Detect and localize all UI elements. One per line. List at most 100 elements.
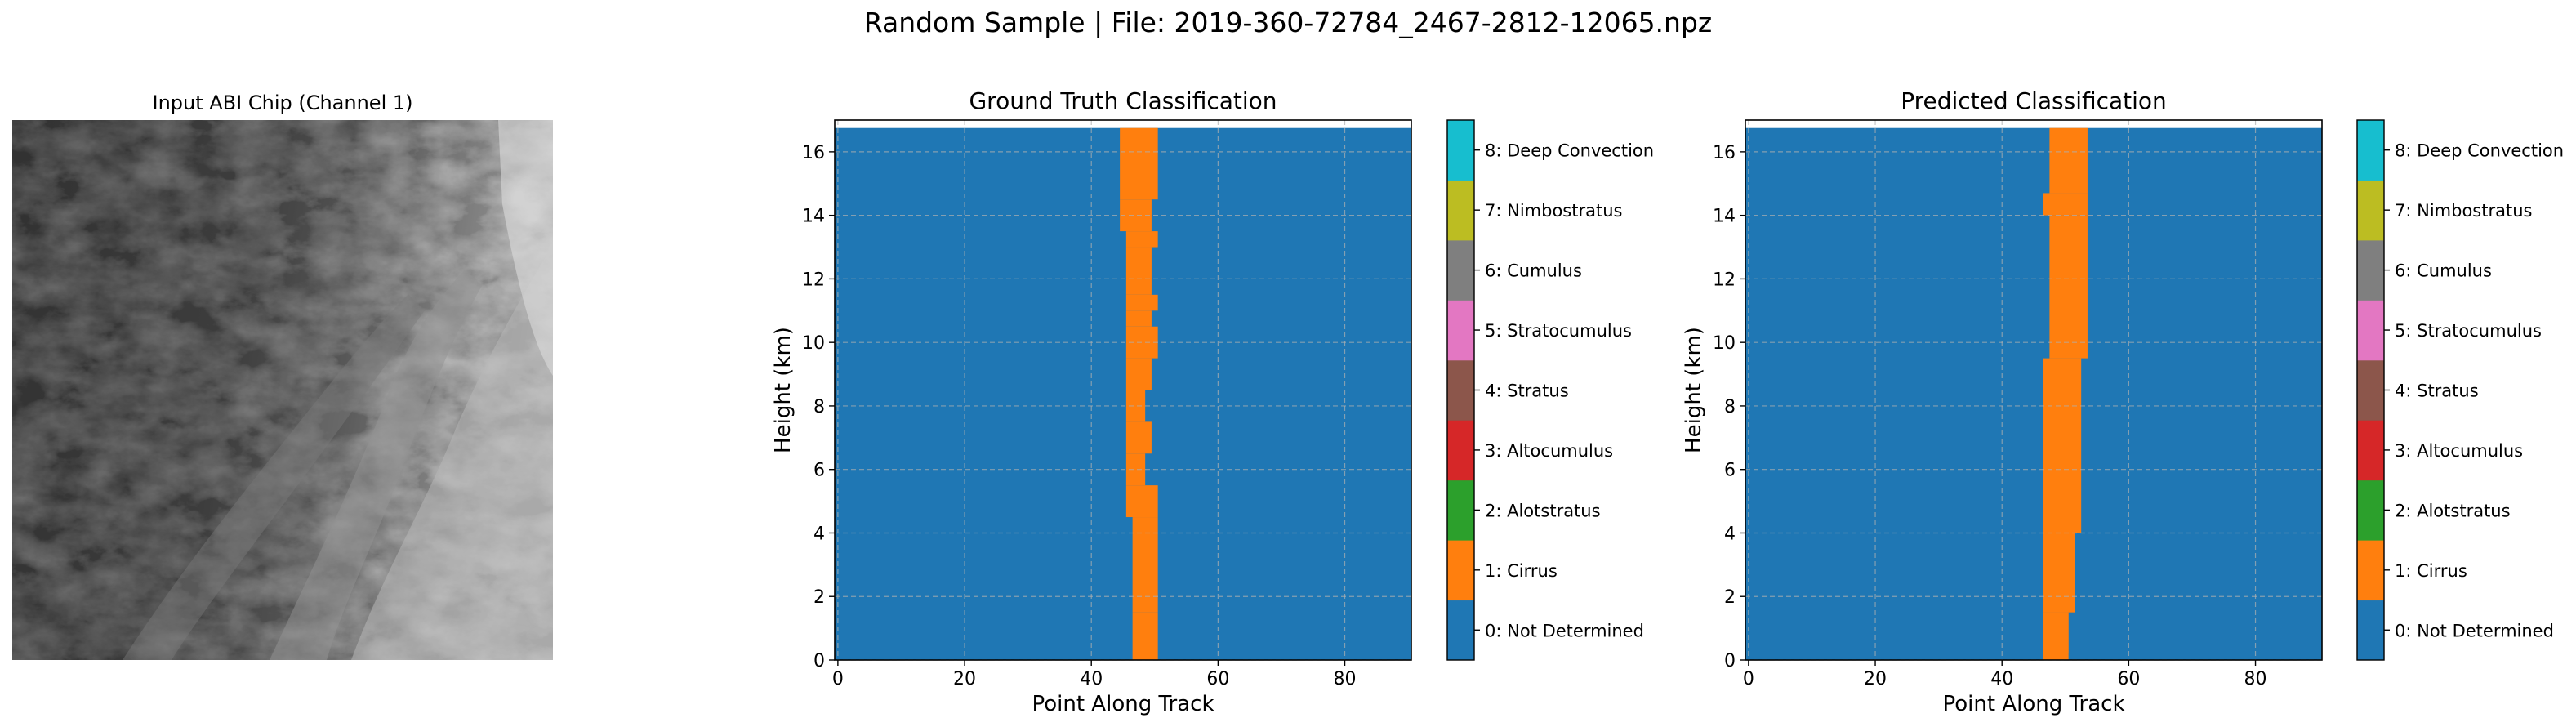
predicted-ylabel: Height (km) [1682,327,1706,453]
predicted-colorbar-frame [2356,119,2385,661]
predicted-chart: Predicted Classification 0 20 40 60 80 0 2 4 6 8 10… [1682,87,2564,716]
ground-truth-ytick-label: 14 [802,207,825,227]
ground-truth-cirrus-cell [1125,358,1152,390]
ground-truth-xtick-label: 80 [1334,669,1357,689]
ground-truth-xlabel: Point Along Track [1032,692,1214,716]
predicted-ytick-label: 12 [1713,270,1736,290]
predicted-axes-frame [1745,119,2323,661]
ground-truth-chart: Ground Truth Classification 0 20 40 60 80 0 2 4 6… [771,87,1654,716]
predicted-cirrus-cell [2049,215,2088,359]
predicted-ytick-label: 16 [1713,143,1736,163]
predicted-colorbar-swatch [2357,540,2384,601]
ground-truth-colorbar-frame [1446,119,1475,661]
predicted-xtick-label: 80 [2244,669,2267,689]
predicted-cirrus-cell [2049,127,2088,194]
ground-truth-colorbar-swatch [1447,540,1474,601]
ground-truth-xtick-label: 40 [1080,669,1103,689]
predicted-colorbar-swatch [2357,479,2384,541]
ground-truth-colorbar-swatch [1447,180,1474,241]
ground-truth-colorbar-label: 0: Not Determined [1485,621,1644,640]
predicted-cirrus-cell [2043,533,2075,613]
predicted-ytick-label: 10 [1713,333,1736,354]
predicted-colorbar-label: 0: Not Determined [2395,621,2554,640]
ground-truth-colorbar-swatch [1447,239,1474,301]
ground-truth-ytick-label: 4 [813,524,825,544]
predicted-colorbar-swatch [2357,420,2384,481]
ground-truth-cirrus-cell [1132,517,1158,613]
ground-truth-colorbar-label: 6: Cumulus [1485,261,1582,281]
predicted-colorbar: 0: Not Determined 1: Cirrus 2: Alotstratus… [2356,119,2564,661]
predicted-colorbar-label: 6: Cumulus [2395,261,2492,281]
ground-truth-ytick-label: 0 [813,651,825,671]
predicted-cirrus-cell [2043,358,2082,533]
input-chip-title: Input ABI Chip (Channel 1) [152,91,412,114]
ground-truth-ytick-label: 16 [802,143,825,163]
predicted-ytick-label: 8 [1724,397,1736,417]
ground-truth-cirrus-cell [1125,390,1146,422]
predicted-ytick-label: 0 [1724,651,1736,671]
ground-truth-cirrus-cell [1125,310,1152,327]
ground-truth-colorbar-label: 2: Alotstratus [1485,501,1601,520]
figure-suptitle: Random Sample | File: 2019-360-72784_246… [863,7,1713,38]
predicted-colorbar-swatch [2357,359,2384,421]
ground-truth-colorbar-swatch [1447,120,1474,181]
predicted-colorbar-label: 7: Nimbostratus [2395,201,2532,221]
predicted-ytick-label: 4 [1724,524,1736,544]
ground-truth-ytick-label: 6 [813,461,825,481]
ground-truth-colorbar-swatch [1447,600,1474,661]
ground-truth-cirrus-cell [1125,453,1146,486]
ground-truth-cirrus-cell [1125,485,1158,518]
input-chip-panel: Input ABI Chip (Channel 1) [12,91,553,660]
ground-truth-title: Ground Truth Classification [969,87,1277,114]
predicted-colorbar-swatch [2357,300,2384,361]
ground-truth-ytick-label: 12 [802,270,825,290]
ground-truth-xtick-label: 60 [1206,669,1229,689]
ground-truth-colorbar-swatch [1447,359,1474,421]
abi-chip-image [12,120,553,660]
predicted-xtick-label: 0 [1743,669,1754,689]
ground-truth-cirrus-cell [1125,421,1152,454]
predicted-ytick-label: 14 [1713,207,1736,227]
ground-truth-ytick-label: 2 [813,587,825,608]
ground-truth-cirrus-cell [1125,247,1152,295]
predicted-colorbar-swatch [2357,239,2384,301]
ground-truth-colorbar-label: 3: Altocumulus [1485,441,1613,461]
predicted-ytick-label: 2 [1724,587,1736,608]
predicted-colorbar-swatch [2357,600,2384,661]
predicted-colorbar-label: 2: Alotstratus [2395,501,2511,520]
ground-truth-colorbar-label: 4: Stratus [1485,381,1569,401]
ground-truth-colorbar-label: 7: Nimbostratus [1485,201,1622,221]
ground-truth-colorbar-swatch [1447,479,1474,541]
ground-truth-cirrus-cell [1125,231,1158,248]
predicted-title: Predicted Classification [1901,87,2167,114]
predicted-xtick-label: 40 [1990,669,2013,689]
ground-truth-colorbar-swatch [1447,300,1474,361]
predicted-colorbar-swatch [2357,120,2384,181]
ground-truth-xtick-label: 0 [832,669,844,689]
predicted-background-cells [1745,127,2322,660]
predicted-colorbar-swatch [2357,180,2384,241]
ground-truth-cirrus-cell [1120,127,1158,200]
ground-truth-ylabel: Height (km) [771,327,796,453]
predicted-cirrus-cell [2043,612,2069,654]
ground-truth-colorbar-label: 1: Cirrus [1485,561,1558,581]
predicted-colorbar-label: 3: Altocumulus [2395,441,2523,461]
predicted-colorbar-label: 1: Cirrus [2395,561,2467,581]
predicted-xtick-label: 60 [2117,669,2140,689]
predicted-colorbar-label: 8: Deep Convection [2395,141,2564,161]
ground-truth-cirrus-cell [1125,294,1158,311]
predicted-ytick-label: 6 [1724,461,1736,481]
predicted-xtick-label: 20 [1864,669,1887,689]
ground-truth-axes-frame [834,119,1412,661]
ground-truth-colorbar-label: 5: Stratocumulus [1485,321,1632,341]
ground-truth-cirrus-cell [1132,612,1158,660]
ground-truth-ytick-label: 8 [813,397,825,417]
ground-truth-xtick-label: 20 [953,669,976,689]
ground-truth-colorbar-swatch [1447,420,1474,481]
ground-truth-colorbar: 0: Not Determined 1: Cirrus 2: Alotstratus… [1446,119,1654,661]
ground-truth-ytick-label: 10 [802,333,825,354]
predicted-cirrus-cell [2043,193,2088,216]
predicted-xlabel: Point Along Track [1942,692,2124,716]
